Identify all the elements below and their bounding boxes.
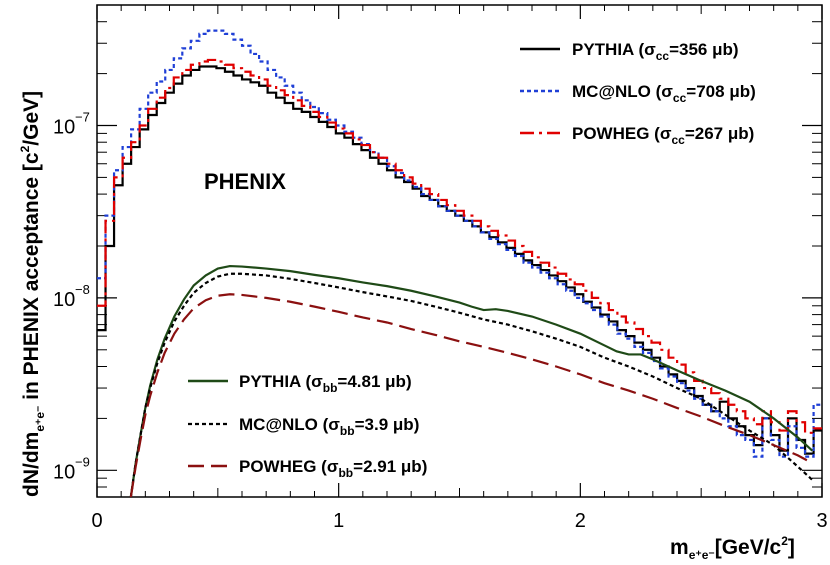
y-axis-title-post: /GeV] — [20, 91, 43, 146]
x-axis-title-main: m — [670, 536, 689, 559]
x-tick-label: 3 — [816, 510, 827, 532]
legend-unit-charm-mcatnlo: μb — [729, 82, 750, 101]
svg-text:PYTHIA (σbb=4.81 μb): PYTHIA (σbb=4.81 μb) — [239, 372, 412, 395]
x-axis-title-units-exp: 2 — [781, 534, 788, 548]
svg-text:MC@NLO (σcc=708 μb): MC@NLO (σcc=708 μb) — [572, 82, 756, 105]
y-tick-exponent: −8 — [75, 282, 90, 297]
y-axis-title-pre: dN/dm — [20, 432, 43, 497]
legend-unit-bottom-mcatnlo: μb — [393, 415, 414, 434]
legend-sigma-charm-mcatnlo: cc — [673, 91, 687, 105]
legend-sigma-charm-powheg: cc — [671, 133, 685, 147]
y-tick-label: 10 — [53, 289, 75, 311]
y-axis-title: dN/dme⁺e⁻ in PHENIX acceptance [c2/GeV] — [18, 91, 47, 497]
legend-label-charm-pythia: PYTHIA — [572, 40, 634, 59]
legend-value-charm-mcatnlo: =708 — [686, 82, 724, 101]
x-axis-title-units: [GeV/c — [715, 536, 782, 559]
legend-label-charm-powheg: POWHEG — [572, 124, 649, 143]
svg-text:POWHEG (σbb=2.91 μb): POWHEG (σbb=2.91 μb) — [239, 457, 427, 480]
legend-bottom: PYTHIA (σbb=4.81 μb) MC@NLO (σbb=3.9 μb)… — [188, 372, 427, 480]
svg-text:MC@NLO (σbb=3.9 μb): MC@NLO (σbb=3.9 μb) — [239, 415, 419, 438]
legend-sigma-charm-pythia: cc — [656, 49, 670, 63]
charm-series-powheg — [97, 58, 822, 434]
legend-value-bottom-powheg: =2.91 — [353, 457, 396, 476]
y-axis-title-exp: 2 — [18, 145, 32, 152]
legend-unit-bottom-powheg: μb — [401, 457, 422, 476]
legend-sigma-bottom-mcatnlo: bb — [340, 424, 355, 438]
x-tick-label: 1 — [333, 510, 344, 532]
legend-charm-pythia: PYTHIA (σcc=356 μb) — [520, 40, 739, 63]
legend-value-charm-pythia: =356 — [669, 40, 707, 59]
y-tick-exponent: −9 — [75, 454, 90, 469]
y-axis-title-sub: e⁺e⁻ — [33, 406, 47, 432]
legend-charm: PYTHIA (σcc=356 μb) MC@NLO (σcc=708 μb) … — [520, 40, 756, 147]
x-axis-title-units-post: ] — [788, 536, 795, 559]
bottom-series-mcnlo — [129, 272, 814, 497]
x-tick-label: 2 — [575, 510, 586, 532]
bottom-series-powheg — [129, 293, 813, 497]
experiment-label: PHENIX — [204, 169, 286, 194]
legend-label-bottom-powheg: POWHEG — [239, 457, 316, 476]
legend-value-charm-powheg: =267 — [685, 124, 723, 143]
legend-unit-bottom-pythia: μb — [385, 372, 406, 391]
legend-bottom-pythia: PYTHIA (σbb=4.81 μb) — [188, 372, 412, 395]
legend-label-bottom-pythia: PYTHIA — [239, 372, 301, 391]
legend-sigma-bottom-powheg: bb — [338, 466, 353, 480]
legend-label-charm-mcatnlo: MC@NLO — [572, 82, 651, 101]
y-tick-exponent: −7 — [75, 110, 90, 125]
legend-sigma-bottom-pythia: bb — [323, 381, 338, 395]
legend-unit-charm-pythia: μb — [712, 40, 733, 59]
legend-bottom-powheg: POWHEG (σbb=2.91 μb) — [188, 457, 427, 480]
x-tick-label: 0 — [91, 510, 102, 532]
legend-value-bottom-pythia: =4.81 — [337, 372, 380, 391]
legend-unit-charm-powheg: μb — [728, 124, 749, 143]
y-tick-label: 10 — [53, 461, 75, 483]
y-axis-title-mid: in PHENIX acceptance [c — [20, 152, 43, 406]
legend-charm-mcatnlo: MC@NLO (σcc=708 μb) — [520, 82, 756, 105]
x-axis-title: me⁺e⁻[GeV/c2] — [670, 534, 795, 562]
legend-bottom-mcatnlo: MC@NLO (σbb=3.9 μb) — [188, 415, 419, 438]
legend-charm-powheg: POWHEG (σcc=267 μb) — [520, 124, 754, 147]
y-tick-label: 10 — [53, 117, 75, 139]
x-axis-title-sub: e⁺e⁻ — [689, 548, 715, 562]
axis-ticks: 0 1 2 310−910−810−7 — [53, 4, 828, 532]
svg-text:POWHEG (σcc=267 μb): POWHEG (σcc=267 μb) — [572, 124, 754, 147]
legend-value-bottom-mcatnlo: =3.9 — [355, 415, 389, 434]
bottom-series-pythia — [129, 264, 814, 497]
series-layer — [97, 29, 822, 497]
svg-text:PYTHIA (σcc=356 μb): PYTHIA (σcc=356 μb) — [572, 40, 739, 63]
legend-label-bottom-mcatnlo: MC@NLO — [239, 415, 318, 434]
